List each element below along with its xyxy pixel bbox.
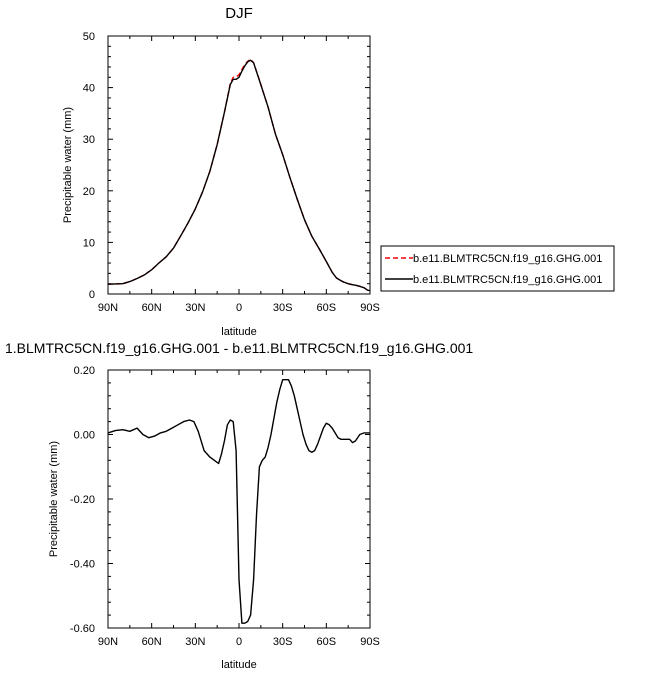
top-x-tick-label: 30N bbox=[185, 302, 205, 314]
top-x-tick-label: 90N bbox=[98, 302, 118, 314]
top-x-tick-label: 30S bbox=[273, 302, 293, 314]
top-x-tick-label: 0 bbox=[236, 302, 242, 314]
bottom-x-tick-label: 90N bbox=[98, 636, 118, 648]
top-series-group bbox=[107, 58, 371, 292]
top-series-line-1 bbox=[107, 58, 371, 292]
bottom-y-tick-label: 0.20 bbox=[74, 365, 95, 377]
top-y-tick-label: 10 bbox=[83, 237, 95, 249]
top-plot-frame bbox=[107, 35, 371, 295]
legend-entry-2: b.e11.BLMTRC5CN.f19_g16.GHG.001 bbox=[413, 274, 602, 286]
bottom-x-tick-label: 0 bbox=[236, 636, 242, 648]
bottom-panel: 1.BLMTRC5CN.f19_g16.GHG.001 - b.e11.BLMT… bbox=[5, 340, 473, 671]
bottom-y-tick-label: 0.00 bbox=[74, 430, 95, 442]
top-chart-title: DJF bbox=[225, 5, 253, 22]
top-series-line-2 bbox=[107, 59, 371, 292]
top-y-tick-label: 30 bbox=[83, 134, 95, 146]
top-y-tick-label: 50 bbox=[83, 31, 95, 43]
bottom-x-tick-label: 30S bbox=[273, 636, 293, 648]
bottom-y-axis-label: Precipitable water (mm) bbox=[48, 441, 60, 557]
legend: b.e11.BLMTRC5CN.f19_g16.GHG.001 b.e11.BL… bbox=[380, 245, 615, 292]
bottom-y-tick-label: -0.20 bbox=[70, 494, 95, 506]
bottom-ticks: 90N 60N 30N 0 30S 60S 90S -0.60 -0.40 -0.20 0.00 0.… bbox=[70, 365, 380, 648]
bottom-plot-frame bbox=[107, 369, 371, 629]
top-x-axis-label: latitude bbox=[221, 326, 256, 338]
top-y-tick-label: 0 bbox=[89, 289, 95, 301]
bottom-chart-title: 1.BLMTRC5CN.f19_g16.GHG.001 - b.e11.BLMT… bbox=[5, 340, 473, 356]
top-x-tick-label: 90S bbox=[360, 302, 380, 314]
bottom-y-tick-label: -0.60 bbox=[70, 623, 95, 635]
legend-entry-1: b.e11.BLMTRC5CN.f19_g16.GHG.001 bbox=[413, 253, 602, 265]
top-y-tick-label: 20 bbox=[83, 186, 95, 198]
bottom-series-group bbox=[107, 379, 370, 624]
bottom-x-tick-label: 30N bbox=[185, 636, 205, 648]
top-x-tick-label: 60N bbox=[142, 302, 162, 314]
bottom-x-tick-label: 90S bbox=[360, 636, 380, 648]
bottom-x-tick-label: 60S bbox=[317, 636, 337, 648]
legend-box bbox=[380, 245, 615, 292]
top-ticks: 90N 60N 30N 0 30S 60S 90S 0 10 20 30 40 50 bbox=[83, 31, 380, 314]
bottom-x-axis-label: latitude bbox=[221, 659, 256, 671]
bottom-x-tick-label: 60N bbox=[142, 636, 162, 648]
top-panel: DJF Precipitable water (mm) latitude 90N… bbox=[62, 5, 380, 338]
bottom-y-tick-label: -0.40 bbox=[70, 559, 95, 571]
top-x-tick-label: 60S bbox=[317, 302, 337, 314]
top-y-tick-label: 40 bbox=[83, 83, 95, 95]
bottom-series-line-1 bbox=[107, 379, 370, 624]
top-y-axis-label: Precipitable water (mm) bbox=[62, 107, 74, 223]
